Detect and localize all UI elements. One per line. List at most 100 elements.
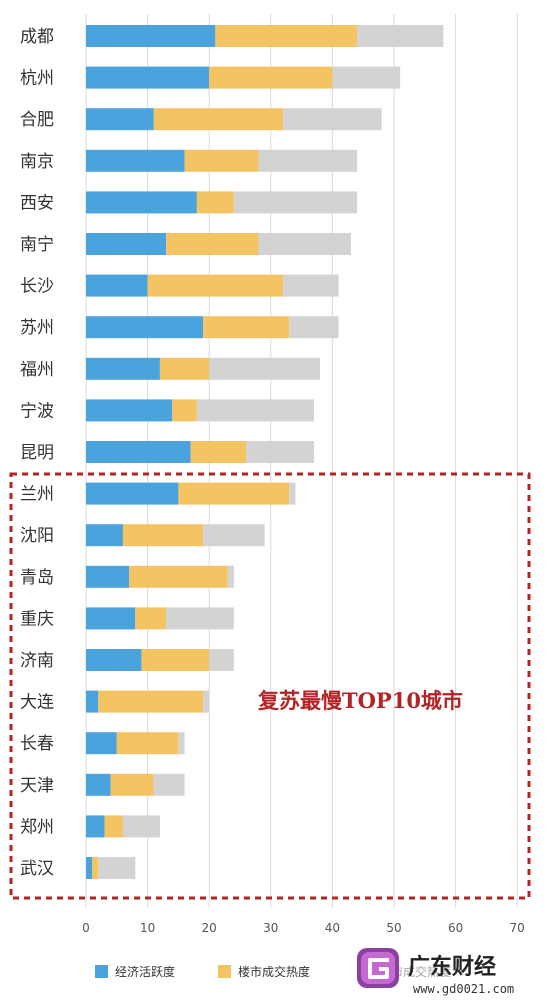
bar-segment-series-2 (190, 441, 247, 463)
category-label: 青岛 (20, 568, 54, 588)
bar-segment-series-2 (129, 565, 228, 588)
watermark: 楼市成交热度 广东财经 www.gd0021.com (345, 938, 550, 1000)
bar-segment-series-3 (209, 357, 321, 380)
x-tick-label: 50 (386, 921, 401, 935)
bar-segment-series-3 (203, 524, 265, 547)
bar-segment-series-1 (86, 191, 197, 214)
legend-label: 经济活跃度 (115, 964, 175, 979)
bar-segment-series-2 (172, 399, 197, 422)
category-label: 沈阳 (20, 526, 54, 546)
bar-segment-series-1 (86, 357, 160, 380)
bar-segment-series-1 (86, 25, 216, 47)
category-label: 昆明 (20, 443, 54, 463)
category-label: 重庆 (20, 609, 54, 629)
bar-segment-series-1 (86, 857, 93, 879)
bar-segment-series-2 (92, 857, 99, 879)
bar-segment-series-1 (86, 607, 136, 630)
bar-segment-series-2 (104, 815, 123, 838)
category-label: 武汉 (20, 859, 54, 879)
category-label: 成都 (20, 27, 54, 47)
bar-segment-series-2 (159, 357, 210, 380)
category-label: 福州 (20, 360, 54, 380)
bar-segment-series-1 (86, 108, 154, 131)
bar-segment-series-3 (122, 815, 160, 838)
bar-segment-series-2 (203, 316, 290, 339)
bar-segment-series-3 (203, 690, 210, 713)
category-label: 天津 (20, 776, 54, 796)
bar-segment-series-3 (209, 649, 234, 671)
x-tick-label: 30 (263, 921, 278, 935)
x-tick-label: 10 (140, 921, 155, 935)
bar-segment-series-3 (258, 149, 358, 172)
bar-segment-series-2 (215, 25, 358, 47)
category-label: 兰州 (20, 485, 54, 505)
annotation-label: 复苏最慢TOP10城市 (257, 688, 463, 713)
bar-segment-series-1 (86, 815, 105, 838)
bar-segment-series-1 (86, 399, 173, 422)
bar-segment-series-2 (147, 274, 284, 297)
category-label: 大连 (20, 693, 54, 713)
x-tick-label: 20 (202, 921, 217, 935)
bar-segment-series-3 (258, 233, 351, 255)
bar-segment-series-2 (135, 607, 167, 630)
bar-segment-series-3 (283, 274, 339, 297)
bar-segment-series-3 (166, 607, 234, 630)
category-label: 长沙 (20, 277, 54, 297)
bar-segment-series-2 (153, 108, 284, 131)
bar-segment-series-2 (116, 732, 179, 755)
category-label: 西安 (20, 193, 54, 213)
bar-segment-series-3 (98, 857, 136, 879)
x-tick-label: 0 (82, 921, 90, 935)
bar-segment-series-3 (178, 732, 185, 755)
category-label: 苏州 (20, 318, 54, 338)
bar-segment-series-1 (86, 732, 117, 755)
bar-segment-series-1 (86, 274, 148, 297)
bar-segment-series-3 (357, 25, 444, 47)
x-tick-label: 60 (448, 921, 463, 935)
category-label: 南宁 (20, 235, 54, 255)
bar-segment-series-1 (86, 565, 130, 588)
bar-segment-series-2 (209, 66, 333, 89)
bar-segment-series-3 (289, 482, 296, 505)
bar-segment-series-2 (141, 649, 210, 671)
bar-segment-series-2 (166, 233, 259, 255)
x-tick-label: 70 (510, 921, 525, 935)
category-label: 杭州 (20, 69, 54, 89)
bar-segment-series-2 (110, 773, 154, 796)
bar-segment-series-1 (86, 149, 185, 172)
bar-segment-series-3 (246, 441, 314, 463)
bar-segment-series-2 (178, 482, 290, 505)
bar-segment-series-1 (86, 649, 142, 671)
bar-segment-series-1 (86, 524, 123, 547)
watermark-url: www.gd0021.com (413, 982, 514, 996)
legend-swatch (218, 965, 231, 978)
category-label: 宁波 (20, 401, 54, 421)
bar-segment-series-2 (184, 149, 259, 172)
category-label: 济南 (20, 651, 54, 671)
bar-segment-series-2 (196, 191, 234, 214)
bar-segment-series-1 (86, 233, 167, 255)
bar-segment-series-3 (233, 191, 358, 214)
category-label: 长春 (20, 734, 54, 754)
bar-segment-series-1 (86, 441, 191, 463)
bar-segment-series-3 (153, 773, 185, 796)
category-label: 郑州 (20, 817, 54, 837)
legend-swatch (95, 965, 108, 978)
bar-segment-series-1 (86, 316, 204, 339)
bar-segment-series-3 (227, 565, 234, 588)
bar-segment-series-1 (86, 66, 210, 89)
bar-segment-series-1 (86, 482, 179, 505)
annotation-box (9, 472, 531, 900)
legend: 经济活跃度 楼市成交热度 (95, 964, 310, 979)
category-labels: 成都杭州合肥南京西安南宁长沙苏州福州宁波昆明兰州沈阳青岛重庆济南大连长春天津郑州… (20, 27, 54, 879)
bar-segment-series-3 (332, 66, 401, 89)
bar-segment-series-2 (122, 524, 204, 547)
bar-segment-series-3 (283, 108, 382, 131)
bar-segment-series-3 (196, 399, 314, 422)
bar-segment-series-3 (289, 316, 339, 339)
category-label: 南京 (20, 152, 54, 172)
category-label: 合肥 (20, 110, 54, 130)
x-tick-label: 40 (325, 921, 340, 935)
legend-label: 楼市成交热度 (238, 964, 310, 979)
bar-segment-series-1 (86, 773, 111, 796)
